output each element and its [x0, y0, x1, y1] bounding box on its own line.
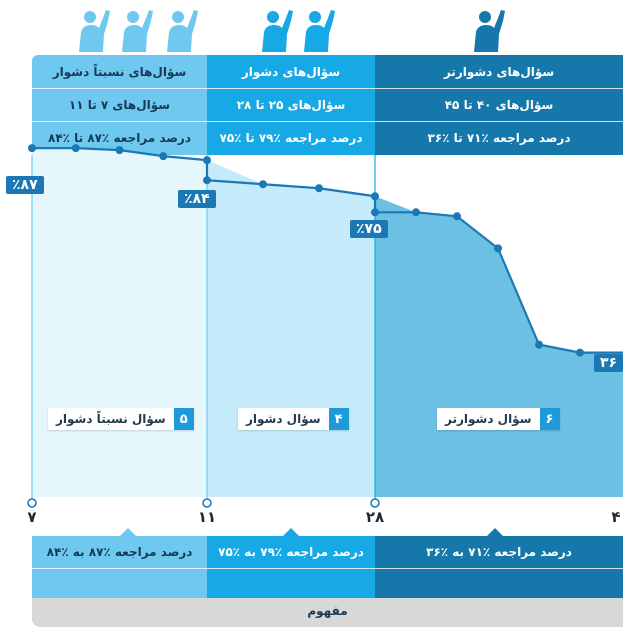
x-tick-label: ۷	[27, 508, 37, 526]
category-count: ۵	[173, 408, 194, 430]
x-axis-marker	[27, 498, 37, 508]
area-region	[207, 160, 375, 497]
header-bg-light	[32, 55, 207, 155]
data-point	[28, 144, 36, 153]
value-label: ۳۶	[594, 354, 623, 372]
header-divider	[32, 88, 623, 89]
data-point	[576, 348, 584, 357]
header-bg-dark	[375, 55, 623, 155]
person-raised-hand-icon	[258, 8, 296, 52]
data-point	[535, 340, 543, 349]
category-text: سؤال دشوارتر	[445, 412, 532, 426]
footer-bg-mid	[207, 536, 375, 598]
footer-bg-light	[32, 536, 207, 598]
category-label: ۶ سؤال دشوارتر	[437, 408, 560, 430]
data-point	[453, 212, 461, 221]
data-point	[315, 184, 323, 193]
column-range: سؤال‌های ۷ تا ۱۱	[68, 97, 171, 112]
data-point	[203, 156, 211, 165]
footer-divider	[32, 568, 623, 569]
value-label: ٪۸۴	[178, 190, 216, 208]
category-count: ۶	[539, 408, 560, 430]
footer-notch	[283, 528, 299, 536]
category-label: ۵ سؤال نسبتاً دشوار	[48, 408, 194, 430]
data-point	[71, 144, 80, 153]
column-title: سؤال‌های نسبتاً دشوار	[52, 64, 187, 79]
data-point	[494, 244, 502, 253]
column-title: سؤال‌های دشوارتر	[443, 64, 555, 79]
value-label: ٪۷۵	[350, 220, 388, 238]
category-text: سؤال دشوار	[246, 412, 321, 426]
x-axis-marker	[370, 498, 380, 508]
footer-percent: درصد مراجعه ٪۷۹ به ٪۷۵	[218, 545, 364, 559]
header-bg-mid	[207, 55, 375, 155]
category-label: ۴ سؤال دشوار	[238, 408, 349, 430]
data-point	[203, 176, 211, 185]
x-tick-label: ۲۸	[365, 508, 385, 526]
header-divider	[32, 121, 623, 122]
column-range: سؤال‌های ۴۰ تا ۴۵	[444, 97, 554, 112]
person-raised-hand-icon	[118, 8, 156, 52]
data-point	[159, 152, 168, 161]
x-tick-label: ۴	[611, 508, 621, 526]
column-title: سؤال‌های دشوار	[241, 64, 341, 79]
footer-caption: مفهوم	[307, 604, 348, 618]
footer-percent: درصد مراجعه ٪۸۷ به ٪۸۴	[46, 545, 193, 559]
x-tick-label: ۱۱	[197, 508, 217, 526]
person-raised-hand-icon	[163, 8, 201, 52]
category-text: سؤال نسبتاً دشوار	[56, 412, 166, 426]
footer-caption-bar	[32, 598, 623, 627]
footer-notches	[120, 528, 503, 536]
data-point	[371, 208, 379, 217]
column-range: سؤال‌های ۲۵ تا ۲۸	[236, 97, 346, 112]
footer-notch	[487, 528, 503, 536]
column-percent-range: درصد مراجعه ٪۸۷ تا ٪۸۴	[48, 131, 191, 145]
data-point	[412, 208, 420, 217]
area-region	[375, 196, 623, 497]
value-label: ٪۸۷	[6, 176, 44, 194]
person-raised-hand-icon	[470, 8, 508, 52]
category-count: ۴	[328, 408, 349, 430]
series-line	[32, 147, 623, 354]
x-axis-marker	[202, 498, 212, 508]
data-point	[115, 146, 124, 155]
person-raised-hand-icon	[300, 8, 338, 52]
footer-percent: درصد مراجعه ٪۷۱ به ٪۳۶	[426, 545, 572, 559]
column-percent-range: درصد مراجعه ٪۷۱ تا ٪۳۶	[427, 131, 571, 145]
person-raised-hand-icon	[75, 8, 113, 52]
footer-notch	[120, 528, 136, 536]
data-point	[259, 180, 267, 189]
data-point	[371, 192, 379, 201]
column-percent-range: درصد مراجعه ٪۷۹ تا ٪۷۵	[219, 131, 363, 145]
footer-bg-dark	[375, 536, 623, 598]
